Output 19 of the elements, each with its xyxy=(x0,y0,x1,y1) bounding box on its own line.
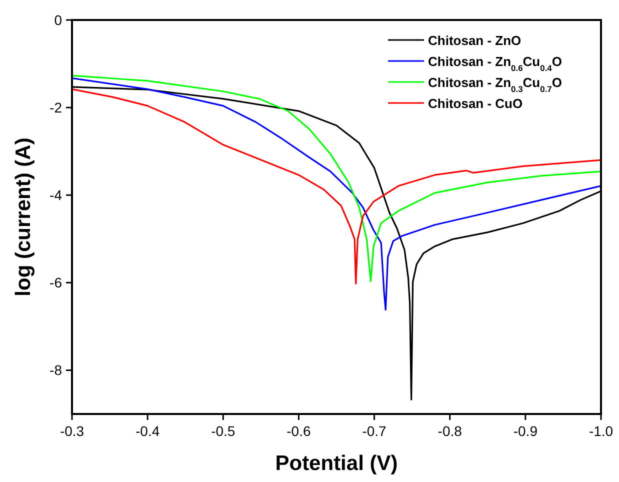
x-tick-label: -0.9 xyxy=(513,423,538,439)
y-tick-label: -8 xyxy=(50,362,62,378)
legend-label: Chitosan - Zn$_{0.3}$Cu$_{0.7}$O xyxy=(428,75,562,94)
x-tick-label: -0.4 xyxy=(136,423,160,439)
x-tick-label: -0.3 xyxy=(60,423,84,439)
x-tick-label: -0.8 xyxy=(438,423,462,439)
x-tick-label: -0.5 xyxy=(211,423,236,439)
y-axis-title: log (current) (A) xyxy=(12,138,35,296)
x-tick-label: -0.7 xyxy=(362,423,387,439)
y-tick-label: -6 xyxy=(50,274,62,291)
legend-label: Chitosan - Zn$_{0.6}$Cu$_{0.4}$O xyxy=(428,54,562,73)
y-tick-label: -4 xyxy=(50,187,62,204)
y-tick-label: -2 xyxy=(50,100,62,116)
x-axis-title: Potential (V) xyxy=(275,452,398,475)
x-tick-label: -0.6 xyxy=(286,423,311,439)
y-tick-label: 0 xyxy=(54,12,62,28)
x-tick-label: -1.0 xyxy=(588,423,614,439)
legend-label: Chitosan - CuO xyxy=(428,96,523,111)
legend-label: Chitosan - ZnO xyxy=(428,33,522,48)
